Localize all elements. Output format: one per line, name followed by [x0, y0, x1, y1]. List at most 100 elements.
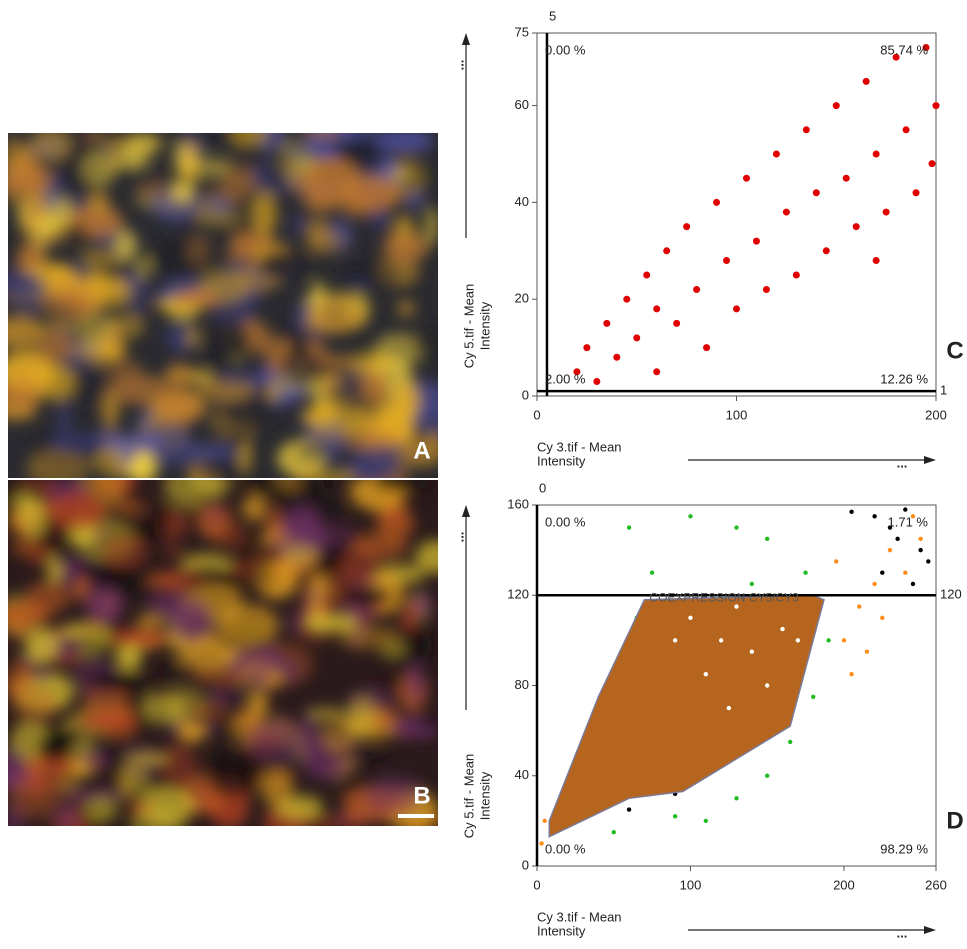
- point: [903, 570, 908, 575]
- point: [703, 672, 709, 677]
- texture: [170, 181, 194, 202]
- texture: [102, 534, 148, 568]
- plot-frame: [536, 32, 937, 397]
- point: [762, 286, 770, 294]
- point: [703, 344, 711, 352]
- texture: [80, 749, 110, 770]
- texture: [306, 708, 347, 720]
- y-axis-label: Cy 5.tif - Mean: [461, 754, 476, 839]
- quadrant-label: 0.00 %: [545, 841, 586, 856]
- texture: [10, 271, 47, 317]
- texture: [163, 368, 205, 382]
- texture: [382, 231, 429, 264]
- texture: [234, 540, 280, 572]
- texture: [336, 625, 400, 649]
- texture: [49, 491, 108, 530]
- texture: [35, 329, 77, 363]
- threshold-label: 5: [549, 8, 556, 23]
- point: [613, 353, 621, 361]
- point: [912, 189, 920, 197]
- point: [539, 841, 544, 846]
- texture: [24, 627, 58, 665]
- point: [832, 102, 840, 110]
- x-more: ...: [897, 455, 908, 470]
- texture: [187, 324, 200, 349]
- x-tick-label: 0: [533, 877, 540, 892]
- y-tick-label: 60: [515, 97, 529, 112]
- point: [826, 638, 831, 643]
- point: [593, 377, 601, 385]
- x-tick-label: 0: [533, 407, 540, 422]
- y-tick-label: 120: [507, 587, 529, 602]
- texture: [265, 144, 289, 189]
- texture: [48, 432, 104, 454]
- texture: [108, 629, 170, 647]
- texture: [415, 639, 430, 659]
- texture: [57, 398, 71, 442]
- point: [918, 536, 923, 542]
- point: [903, 507, 908, 512]
- texture: [411, 323, 438, 363]
- scatter-chart: 0 40 80 120 160 0 100 200 260 0 120 COEXPRESSION CY…: [451, 480, 963, 940]
- y-tick-label: 40: [515, 767, 529, 782]
- point: [734, 525, 739, 530]
- texture: [372, 480, 433, 492]
- point: [922, 44, 930, 52]
- panel-label: A: [413, 437, 430, 464]
- x-tick-label: 100: [726, 407, 748, 422]
- point: [872, 514, 877, 519]
- texture: [86, 588, 123, 624]
- point: [880, 570, 885, 575]
- texture: [252, 668, 269, 694]
- texture: [135, 614, 165, 628]
- point: [834, 559, 839, 564]
- point: [749, 581, 755, 587]
- quadrant-label: 12.26 %: [880, 371, 928, 386]
- texture: [26, 449, 90, 478]
- point: [672, 638, 678, 643]
- y-tick-label: 80: [515, 677, 529, 692]
- texture: [229, 133, 269, 148]
- texture: [24, 580, 71, 614]
- texture: [85, 619, 102, 632]
- texture: [41, 320, 85, 331]
- texture: [23, 758, 50, 775]
- texture: [149, 163, 171, 182]
- texture: [64, 789, 129, 801]
- texture: [156, 566, 207, 594]
- x-axis-label: Cy 3.tif - Mean: [537, 439, 622, 454]
- point: [849, 672, 854, 677]
- texture: [128, 452, 158, 478]
- texture: [251, 192, 278, 236]
- texture: [12, 537, 41, 556]
- point: [841, 638, 847, 643]
- point: [764, 536, 770, 542]
- point: [910, 514, 916, 519]
- texture: [141, 691, 187, 724]
- arrowhead: [462, 505, 470, 517]
- texture: [393, 381, 420, 420]
- texture: [309, 595, 323, 633]
- quadrant-label: 98.29 %: [880, 841, 928, 856]
- texture: [215, 371, 268, 385]
- point: [573, 368, 581, 376]
- texture: [331, 480, 352, 489]
- texture: [415, 540, 438, 574]
- scale-bar: [398, 814, 434, 818]
- texture: [119, 768, 132, 803]
- texture: [31, 669, 53, 680]
- y-tick-label: 160: [507, 496, 529, 511]
- texture: [72, 576, 89, 602]
- point: [764, 683, 770, 688]
- point: [857, 604, 862, 609]
- point: [742, 174, 750, 182]
- x-axis-label: Cy 3.tif - Mean: [537, 909, 622, 924]
- arrowhead: [924, 456, 936, 464]
- texture: [112, 499, 145, 514]
- x-tick-label: 260: [925, 877, 947, 892]
- texture: [248, 692, 269, 718]
- y-axis-label: Intensity: [477, 301, 492, 350]
- texture: [159, 742, 197, 787]
- y-more: ...: [451, 532, 466, 543]
- texture: [291, 469, 356, 478]
